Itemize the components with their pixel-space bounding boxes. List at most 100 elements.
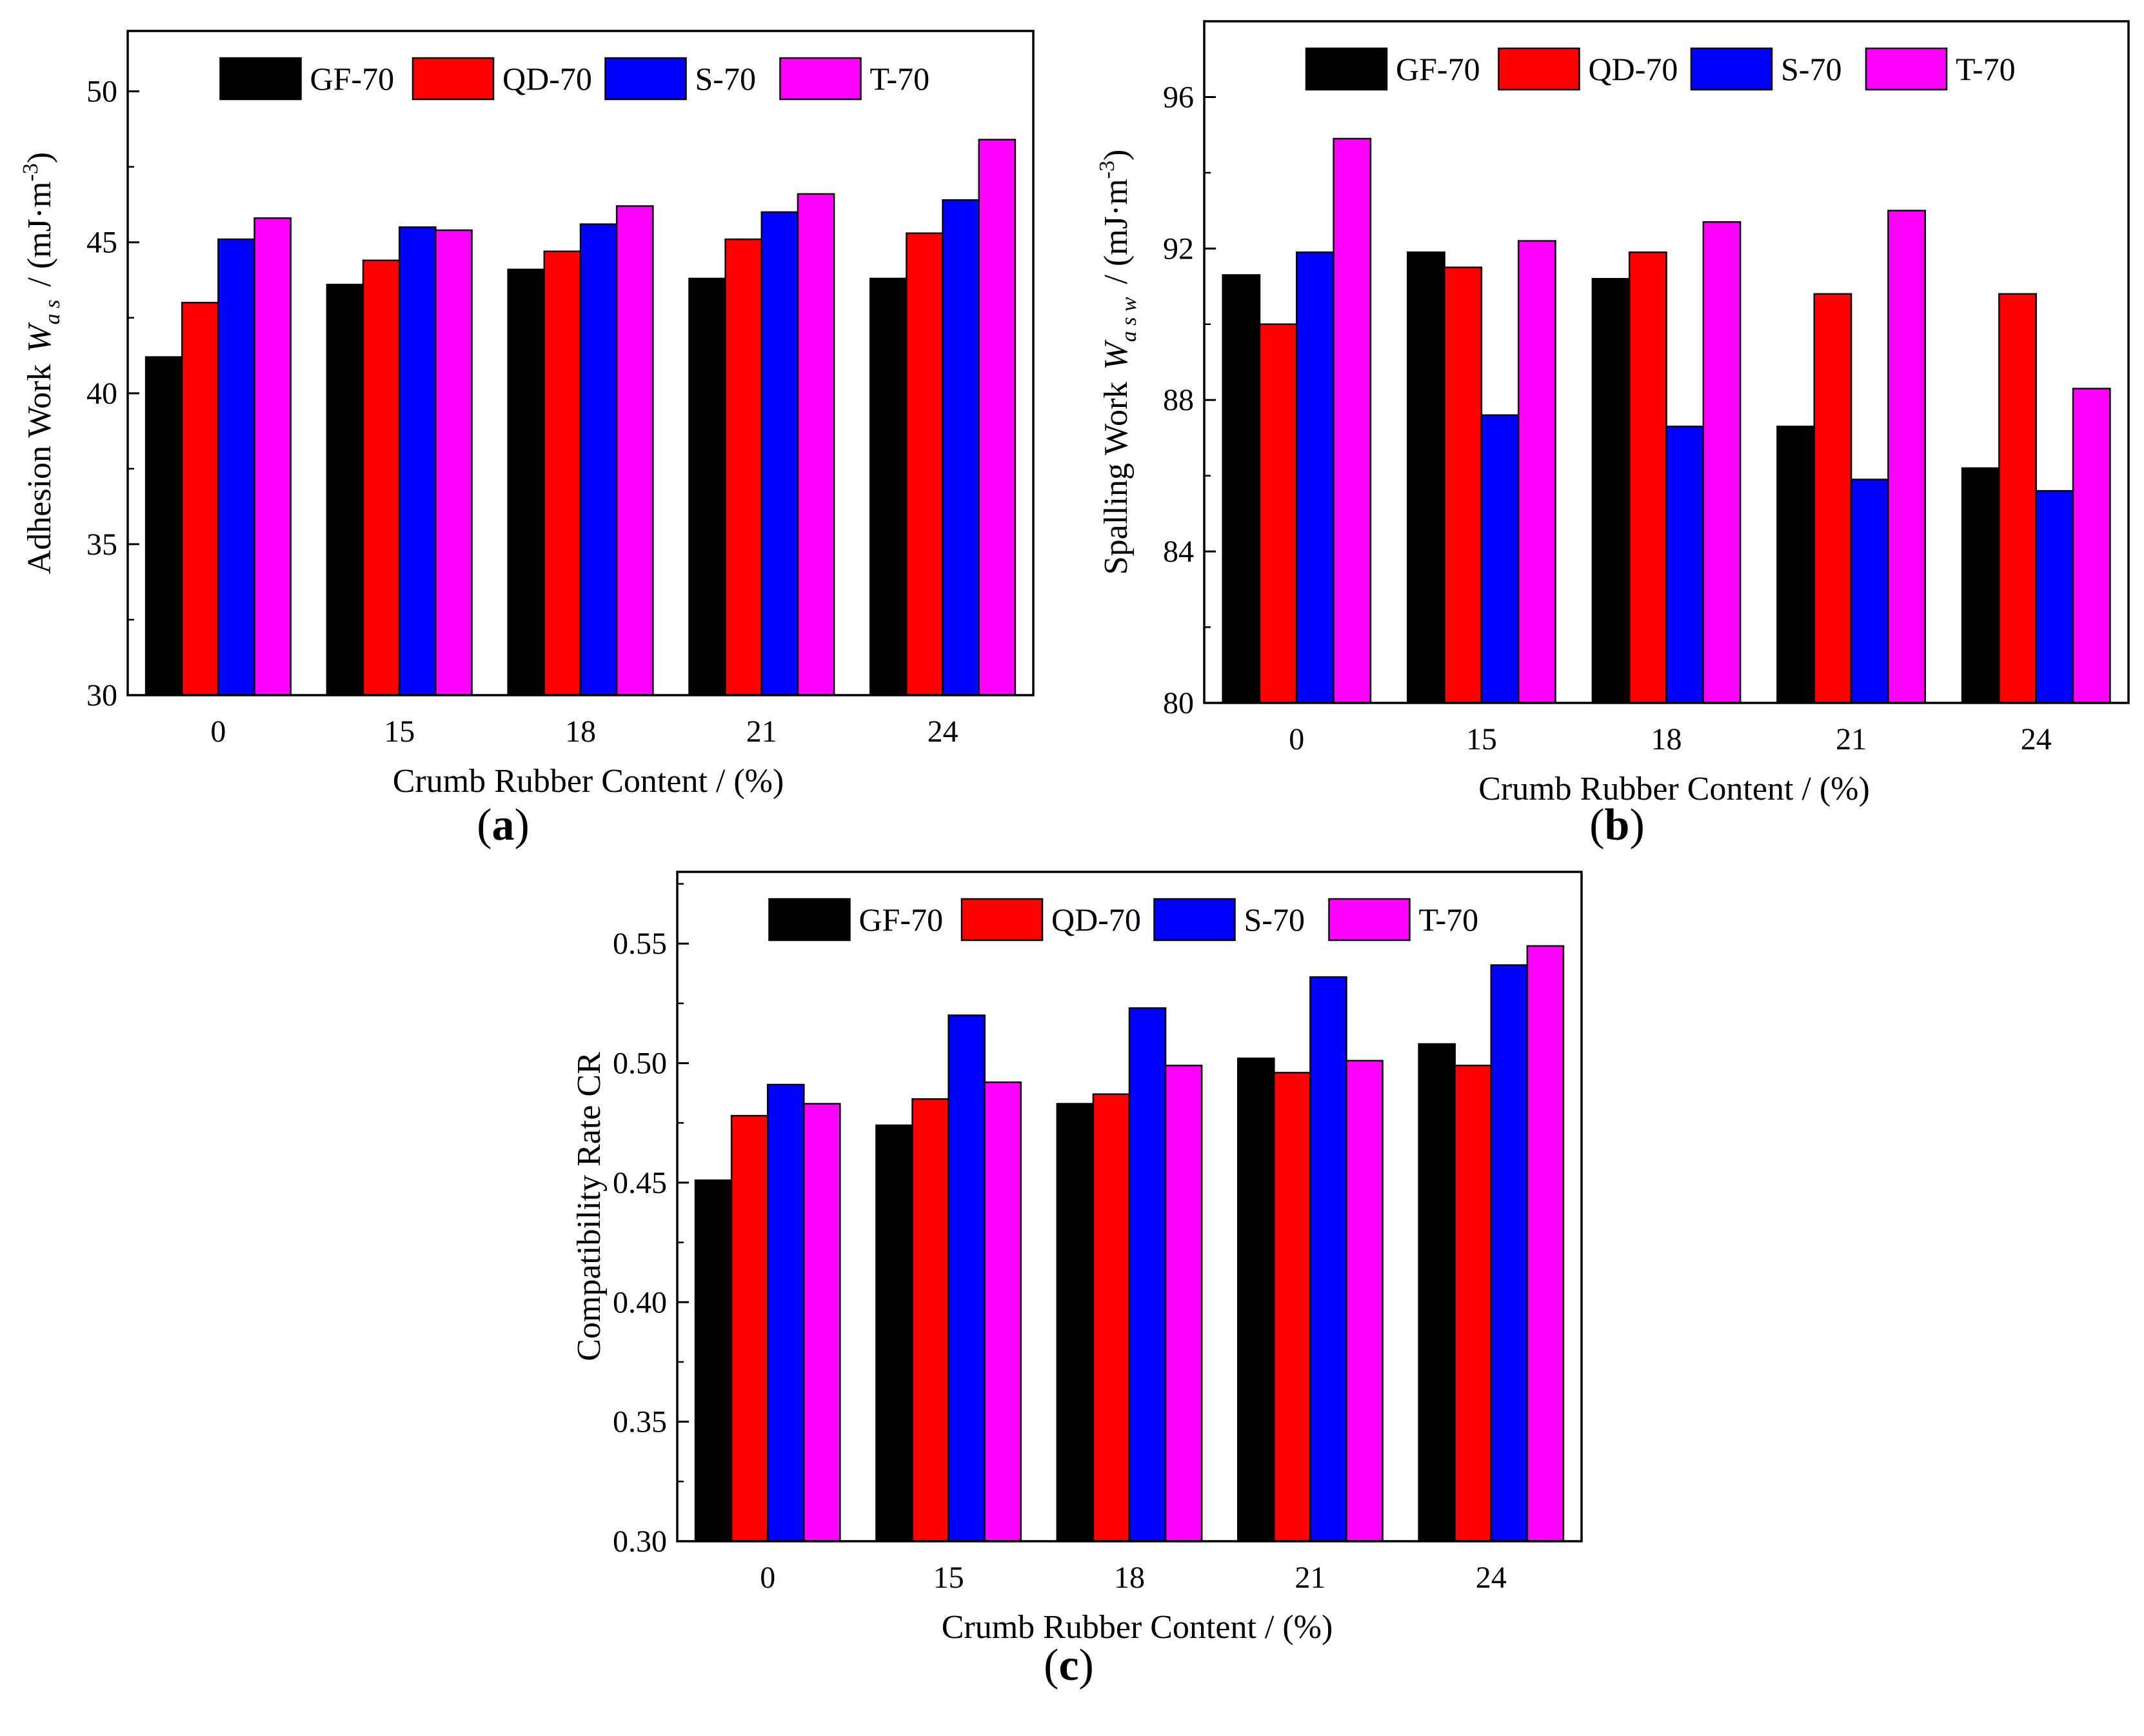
legend-swatch-GF-70	[768, 898, 851, 942]
bar-QD-70-0	[1258, 323, 1298, 704]
bar-S-70-0	[1296, 251, 1335, 704]
bar-S-70-21	[1309, 976, 1347, 1543]
y-tick-label: 88	[1163, 383, 1194, 417]
legend-label-GF-70: GF-70	[859, 902, 944, 938]
legend: GF-70 QD-70 S-70 T-70	[219, 57, 929, 101]
chart-panel-a: 30 35 40 45 50 0 15 18 21 24 Crumb Rubber Content …	[19, 30, 1035, 850]
x-tick-label: 15	[384, 715, 415, 749]
bar-T-70-24	[1526, 945, 1565, 1543]
legend-swatch-T-70	[779, 57, 862, 101]
panel-label-c: (c)	[1044, 1641, 1094, 1690]
x-tick-label: 0	[210, 715, 226, 749]
bar-QD-70-15	[911, 1098, 949, 1543]
bar-S-70-15	[1480, 414, 1520, 704]
legend: GF-70 QD-70 S-70 T-70	[768, 898, 1479, 942]
bar-QD-70-18	[543, 250, 582, 696]
bar-GF-70-18	[507, 268, 546, 696]
x-axis-label: Crumb Rubber Content / (%)	[393, 763, 784, 800]
bar-QD-70-24	[906, 232, 944, 696]
legend-label-QD-70: QD-70	[1051, 902, 1141, 938]
legend-swatch-T-70	[1328, 898, 1411, 942]
legend-swatch-T-70	[1865, 47, 1948, 91]
bar-S-70-24	[942, 199, 980, 696]
legend-swatch-S-70	[604, 57, 687, 101]
y-tick-label: 0.35	[613, 1405, 667, 1439]
y-tick-label: 45	[86, 226, 117, 260]
x-tick-label: 0	[1289, 722, 1304, 756]
x-tick-label: 15	[1466, 722, 1497, 756]
bar-T-70-18	[1702, 221, 1742, 704]
x-tick-label: 21	[1836, 722, 1867, 756]
x-axis-label: Crumb Rubber Content / (%)	[942, 1609, 1333, 1646]
bar-S-70-24	[1490, 964, 1529, 1543]
bar-GF-70-24	[1418, 1043, 1456, 1543]
y-tick-label: 35	[86, 528, 117, 562]
legend-label-S-70: S-70	[695, 61, 756, 97]
bar-QD-70-24	[1998, 293, 2037, 704]
legend-label-T-70: T-70	[1419, 902, 1479, 938]
y-axis-label: Adhesion WorkWa s/ (mJ·m-3)	[19, 152, 65, 575]
bar-QD-70-21	[1273, 1072, 1311, 1543]
bar-S-70-18	[1665, 426, 1705, 704]
legend-swatch-QD-70	[1498, 47, 1580, 91]
y-tick-label: 50	[86, 75, 117, 109]
y-tick-label: 40	[86, 377, 117, 411]
bar-S-70-15	[948, 1014, 986, 1543]
bar-GF-70-15	[1407, 251, 1445, 704]
legend-label-T-70: T-70	[1956, 51, 2016, 87]
bar-QD-70-15	[362, 259, 401, 696]
x-tick-label: 21	[746, 715, 777, 749]
bar-T-70-21	[1887, 210, 1926, 704]
y-tick-label: 0.45	[613, 1166, 667, 1200]
x-tick-label: 18	[1114, 1561, 1145, 1595]
legend-label-GF-70: GF-70	[310, 61, 395, 97]
bar-QD-70-21	[724, 238, 763, 696]
panel-label-a: (a)	[477, 800, 530, 850]
y-tick-label: 80	[1163, 686, 1194, 720]
bar-GF-70-15	[875, 1124, 913, 1543]
bar-T-70-21	[797, 193, 835, 696]
x-tick-label: 24	[2021, 722, 2052, 756]
y-axis-label: Spalling WorkWa s w/ (mJ·m-3)	[1095, 150, 1141, 575]
bar-GF-70-18	[1591, 278, 1631, 704]
bar-GF-70-18	[1056, 1103, 1095, 1543]
legend: GF-70 QD-70 S-70 T-70	[1305, 47, 2016, 91]
legend-swatch-QD-70	[960, 898, 1044, 942]
legend-label-QD-70: QD-70	[502, 61, 592, 97]
bar-T-70-24	[2072, 388, 2111, 704]
bar-GF-70-21	[688, 277, 726, 696]
bar-S-70-21	[1850, 478, 1889, 704]
y-tick-label: 0.50	[613, 1047, 667, 1081]
bar-S-70-24	[2035, 489, 2074, 704]
legend-label-S-70: S-70	[1244, 902, 1305, 938]
y-tick-label: 96	[1163, 80, 1194, 114]
bar-GF-70-21	[1236, 1057, 1275, 1543]
x-tick-label: 21	[1295, 1561, 1325, 1595]
bar-S-70-21	[760, 211, 799, 696]
chart-panel-c: 0.30 0.35 0.40 0.45 0.50 0.55 0 15 18 21 24 Crumb R…	[571, 871, 1583, 1690]
y-tick-label: 30	[86, 678, 117, 713]
bar-GF-70-24	[869, 277, 908, 696]
bar-T-70-15	[984, 1081, 1022, 1543]
legend-swatch-S-70	[1690, 47, 1773, 91]
bar-GF-70-24	[1961, 467, 2000, 704]
y-tick-label: 0.40	[613, 1285, 667, 1319]
bar-T-70-15	[1517, 240, 1556, 704]
bar-S-70-0	[766, 1083, 805, 1543]
bar-T-70-0	[803, 1103, 841, 1543]
legend-label-S-70: S-70	[1781, 51, 1841, 87]
panel-label-b: (b)	[1589, 800, 1645, 850]
bar-T-70-21	[1345, 1060, 1384, 1543]
bar-QD-70-24	[1454, 1065, 1493, 1543]
x-tick-label: 0	[760, 1561, 775, 1595]
y-tick-label: 92	[1163, 232, 1194, 266]
x-axis-label: Crumb Rubber Content / (%)	[1478, 771, 1870, 807]
bar-GF-70-0	[144, 356, 183, 696]
bar-T-70-15	[435, 229, 473, 696]
legend-label-GF-70: GF-70	[1396, 51, 1480, 87]
bar-QD-70-0	[181, 302, 219, 696]
bar-QD-70-21	[1813, 293, 1852, 704]
x-tick-label: 15	[933, 1561, 964, 1595]
bar-T-70-0	[253, 217, 292, 696]
